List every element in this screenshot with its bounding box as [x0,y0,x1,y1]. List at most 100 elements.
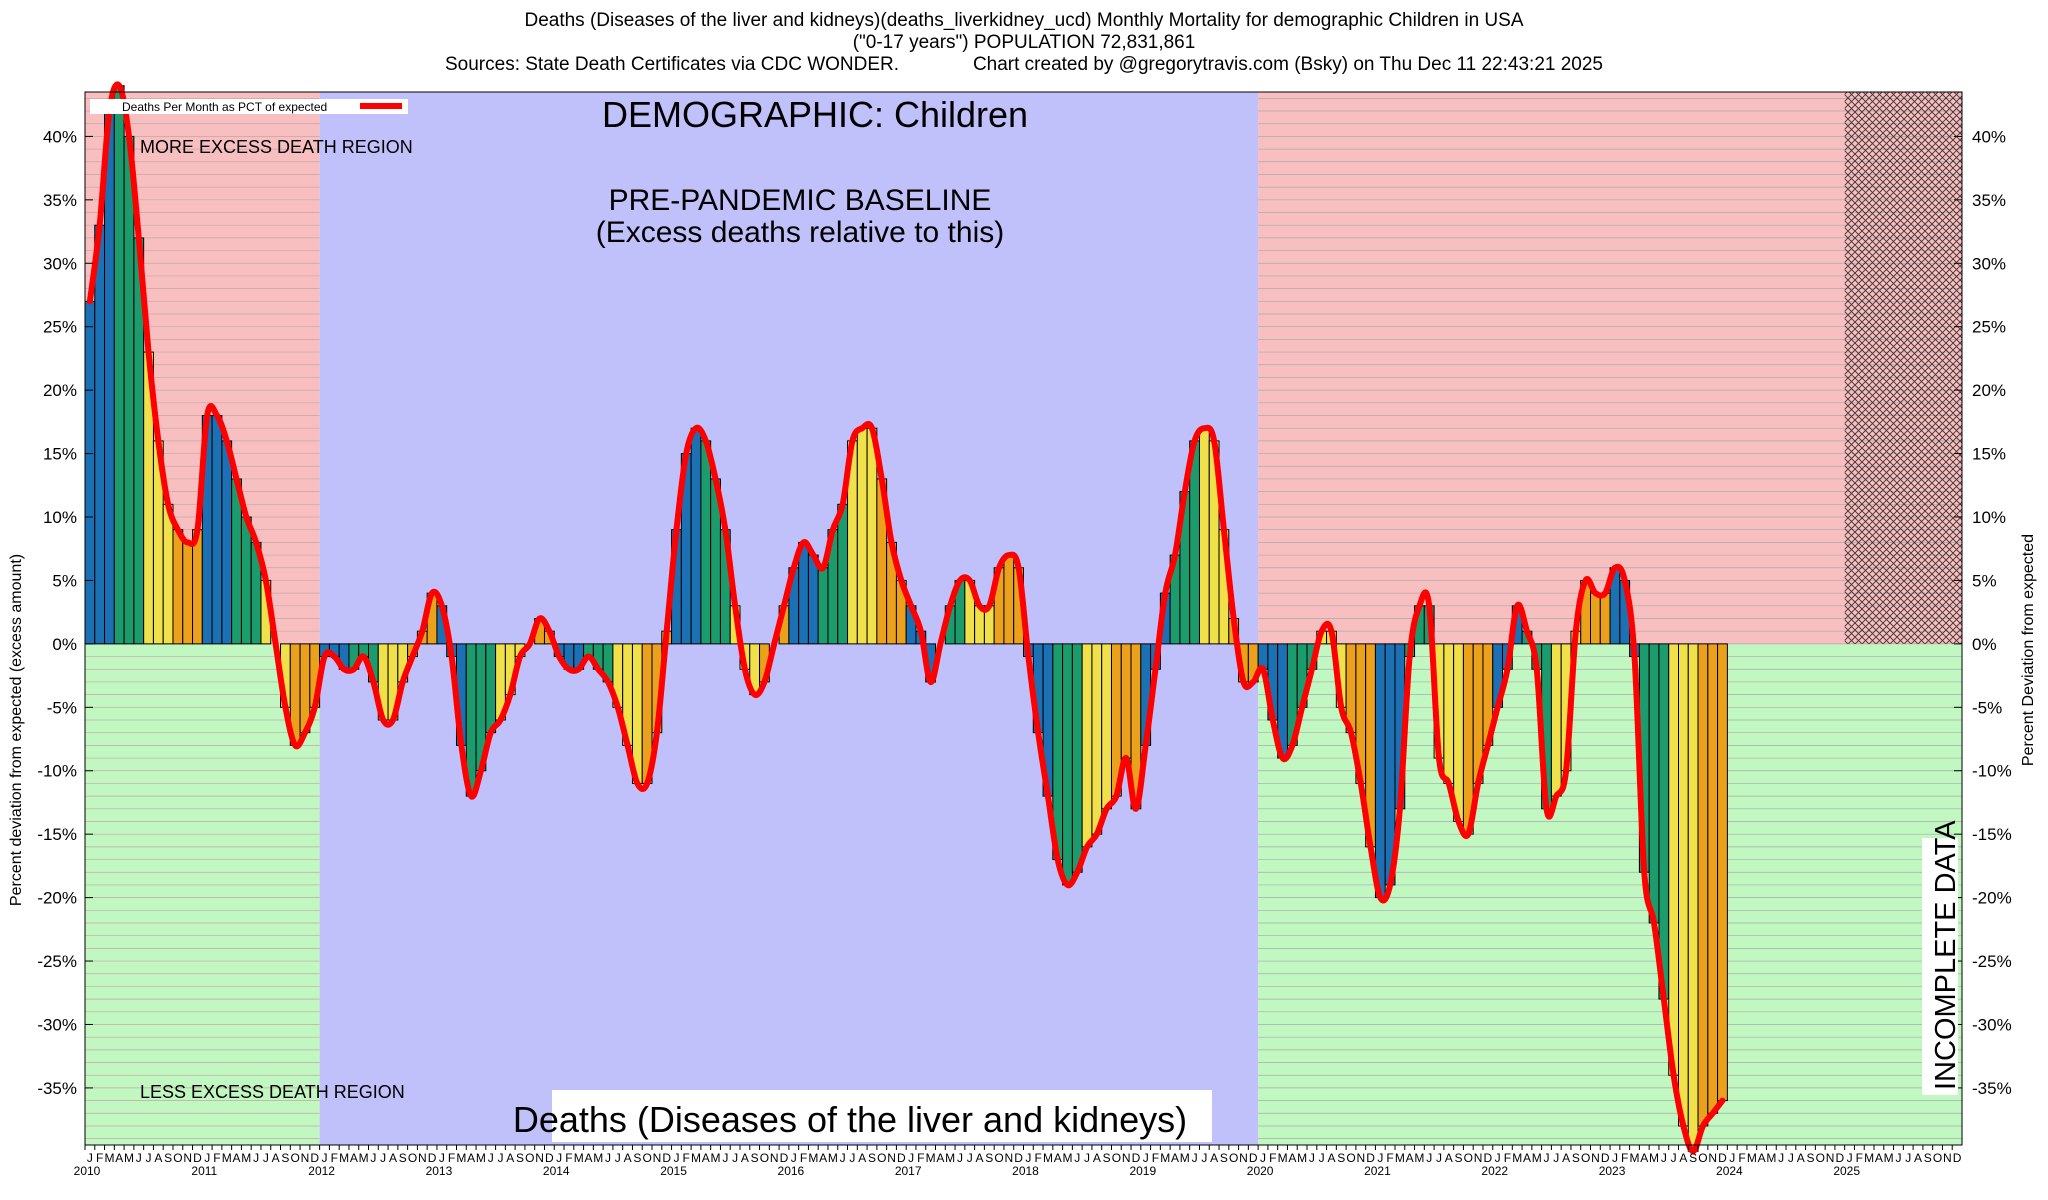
x-month-label: J [1436,1151,1442,1165]
x-month-label: F [448,1151,455,1165]
x-month-label: S [1455,1151,1463,1165]
x-month-label: F [213,1151,220,1165]
x-month-label: J [957,1151,963,1165]
bottom-title-backdrop [552,1090,1212,1142]
x-month-label: N [1005,1151,1014,1165]
bar [700,440,712,645]
x-month-label: M [1766,1151,1776,1165]
x-month-label: O [1346,1151,1355,1165]
x-month-label: O [994,1151,1003,1165]
x-month-label: D [1601,1151,1610,1165]
x-month-label: S [1220,1151,1228,1165]
legend-label: Deaths Per Month as PCT of expected [122,100,327,114]
x-month-label: D [662,1151,671,1165]
x-month-label: A [154,1151,162,1165]
incomplete-label-group: INCOMPLETE DATA [1922,820,1962,1095]
x-month-label: A [702,1151,710,1165]
x-month-label: M [1747,1151,1757,1165]
x-month-label: O [291,1151,300,1165]
y-tick-label-right: -30% [1972,1015,2012,1034]
x-month-label: M [1043,1151,1053,1165]
x-month-label: A [584,1151,592,1165]
x-month-label: M [926,1151,936,1165]
x-month-label: O [1581,1151,1590,1165]
y-axis-right: -35% -30% -25% -20% -15% -10% -5% 0% 5% 10% 15% 20%… [1954,127,2012,1098]
x-month-label: J [840,1151,846,1165]
y-tick-label-left: 10% [43,508,77,527]
x-year-label: 2019 [1129,1164,1156,1178]
x-month-label: J [849,1151,855,1165]
x-month-label: J [253,1151,259,1165]
x-month-label: J [380,1151,386,1165]
y-tick-label-left: -15% [37,825,77,844]
sources-text: Sources: State Death Certificates via CD… [445,54,900,75]
x-month-label: J [1192,1151,1198,1165]
bar [94,224,106,645]
x-month-label: A [976,1151,984,1165]
x-month-label: A [858,1151,866,1165]
x-month-label: M [945,1151,955,1165]
bar [1081,643,1093,848]
bar [1707,643,1719,1114]
y-tick-label-left: -30% [37,1015,77,1034]
x-month-label: N [887,1151,896,1165]
x-month-label: N [770,1151,779,1165]
bar [192,529,203,645]
x-year-label: 2010 [74,1164,101,1178]
x-month-label: S [1806,1151,1814,1165]
incomplete-data-label: INCOMPLETE DATA [1930,820,1962,1090]
x-month-label: M [104,1151,114,1165]
y-axis-left: -35% -30% -25% -20% -15% -10% -5% 0% 5% 10% 15% 20%… [37,127,93,1098]
x-month-label: J [1025,1151,1031,1165]
x-month-label: J [1084,1151,1090,1165]
x-month-label: N [301,1151,310,1165]
x-year-label: 2014 [543,1164,570,1178]
x-month-label: S [751,1151,759,1165]
x-month-label: A [115,1151,123,1165]
x-month-label: J [1495,1151,1501,1165]
x-month-label: F [683,1151,690,1165]
x-month-label: S [516,1151,524,1165]
x-year-label: 2013 [426,1164,453,1178]
x-year-label: 2012 [308,1164,335,1178]
bar [1071,643,1083,873]
x-month-label: D [897,1151,906,1165]
x-month-label: M [1649,1151,1659,1165]
x-month-label: J [439,1151,445,1165]
x-month-label: J [87,1151,93,1165]
x-month-label: J [556,1151,562,1165]
x-month-label: N [1122,1151,1131,1165]
x-month-label: M [1414,1151,1424,1165]
x-month-label: D [1132,1151,1141,1165]
y-tick-label-left: 0% [52,635,77,654]
x-month-label: N [1356,1151,1365,1165]
x-month-label: O [1229,1151,1238,1165]
x-month-label: M [222,1151,232,1165]
x-month-label: J [204,1151,210,1165]
x-month-label: A [1640,1151,1648,1165]
x-month-label: O [1698,1151,1707,1165]
x-month-label: J [1319,1151,1325,1165]
x-month-label: A [1093,1151,1101,1165]
x-month-label: M [476,1151,486,1165]
x-month-label: A [1327,1151,1335,1165]
x-month-label: O [173,1151,182,1165]
x-month-label: F [1152,1151,1159,1165]
x-month-label: F [1386,1151,1393,1165]
x-month-label: D [193,1151,202,1165]
bar [182,541,194,645]
y-tick-label-right: 20% [1972,381,2006,400]
bar [1677,643,1689,1127]
x-month-label: A [467,1151,475,1165]
demographic-title: DEMOGRAPHIC: Children [602,94,1028,135]
bar [104,110,115,645]
x-month-label: J [370,1151,376,1165]
x-month-label: J [1309,1151,1315,1165]
x-year-label: 2015 [660,1164,687,1178]
x-month-label: M [1630,1151,1640,1165]
x-month-label: J [605,1151,611,1165]
x-month-label: J [673,1151,679,1165]
y-tick-label-right: 0% [1972,635,1997,654]
y-tick-label-right: 40% [1972,127,2006,146]
incomplete-data-hatch [1844,92,1962,644]
